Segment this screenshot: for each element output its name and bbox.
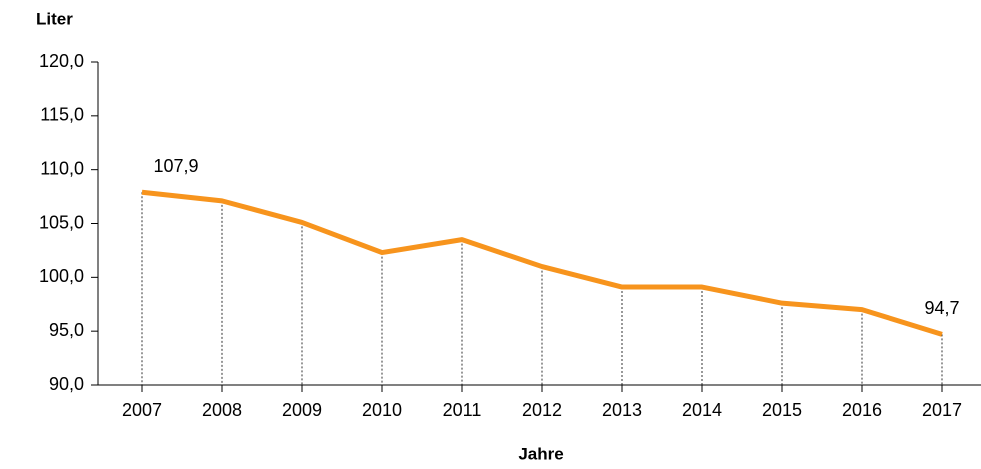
x-tick-label: 2008 (202, 400, 242, 420)
data-label: 94,7 (924, 298, 959, 318)
y-tick-label: 100,0 (39, 266, 84, 286)
line-series (141, 189, 943, 337)
y-tick-label: 115,0 (40, 105, 84, 125)
x-tick-label: 2010 (362, 400, 402, 420)
y-tick-label: 95,0 (49, 320, 84, 340)
x-tick-label: 2016 (842, 400, 882, 420)
x-tick-label: 2011 (443, 400, 482, 420)
x-tick-label: 2017 (922, 400, 962, 420)
y-tick-label: 105,0 (39, 212, 84, 232)
data-label: 107,9 (153, 156, 198, 176)
x-tick-label: 2013 (602, 400, 642, 420)
x-tick-label: 2012 (522, 400, 562, 420)
x-axis-label: Jahre (518, 444, 563, 463)
x-tick-label: 2015 (762, 400, 802, 420)
y-tick-label: 110,0 (40, 158, 84, 178)
x-tick-label: 2014 (682, 400, 722, 420)
y-axis-label: Liter (36, 9, 73, 28)
x-tick-label: 2009 (282, 400, 322, 420)
y-tick-label: 120,0 (39, 51, 84, 71)
x-tick-label: 2007 (122, 400, 162, 420)
y-tick-label: 90,0 (49, 374, 84, 394)
